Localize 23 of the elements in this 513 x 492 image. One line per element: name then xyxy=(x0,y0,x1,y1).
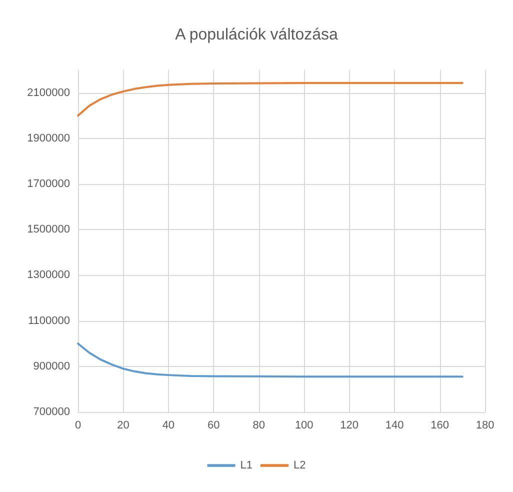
y-tick-label: 1500000 xyxy=(27,224,70,236)
y-tick-label: 700000 xyxy=(33,406,70,418)
x-tick-label: 80 xyxy=(252,420,266,432)
line-series xyxy=(77,82,464,117)
x-tick-label: 0 xyxy=(74,420,82,432)
legend-label: L1 xyxy=(240,460,253,472)
chart-title: A populációk változása xyxy=(175,26,338,44)
y-tick-label: 2100000 xyxy=(27,86,70,99)
x-tick-label: 140 xyxy=(385,420,404,432)
y-tick-label: 900000 xyxy=(33,360,70,372)
x-tick-label: 180 xyxy=(476,420,494,432)
x-tick-label: 40 xyxy=(162,420,175,432)
x-tick-label: 160 xyxy=(430,420,449,432)
x-tick-label: 120 xyxy=(340,420,359,432)
x-tick-label: 20 xyxy=(117,420,130,432)
x-tick-label: 100 xyxy=(294,420,314,432)
x-tick-label: 60 xyxy=(208,420,220,432)
legend-label: L2 xyxy=(294,460,306,472)
y-tick-label: 1100000 xyxy=(28,314,70,327)
y-tick-label: 1700000 xyxy=(27,178,70,190)
line-series xyxy=(77,342,464,378)
y-tick-label: 1900000 xyxy=(27,132,70,144)
y-tick-label: 1300000 xyxy=(27,269,70,282)
